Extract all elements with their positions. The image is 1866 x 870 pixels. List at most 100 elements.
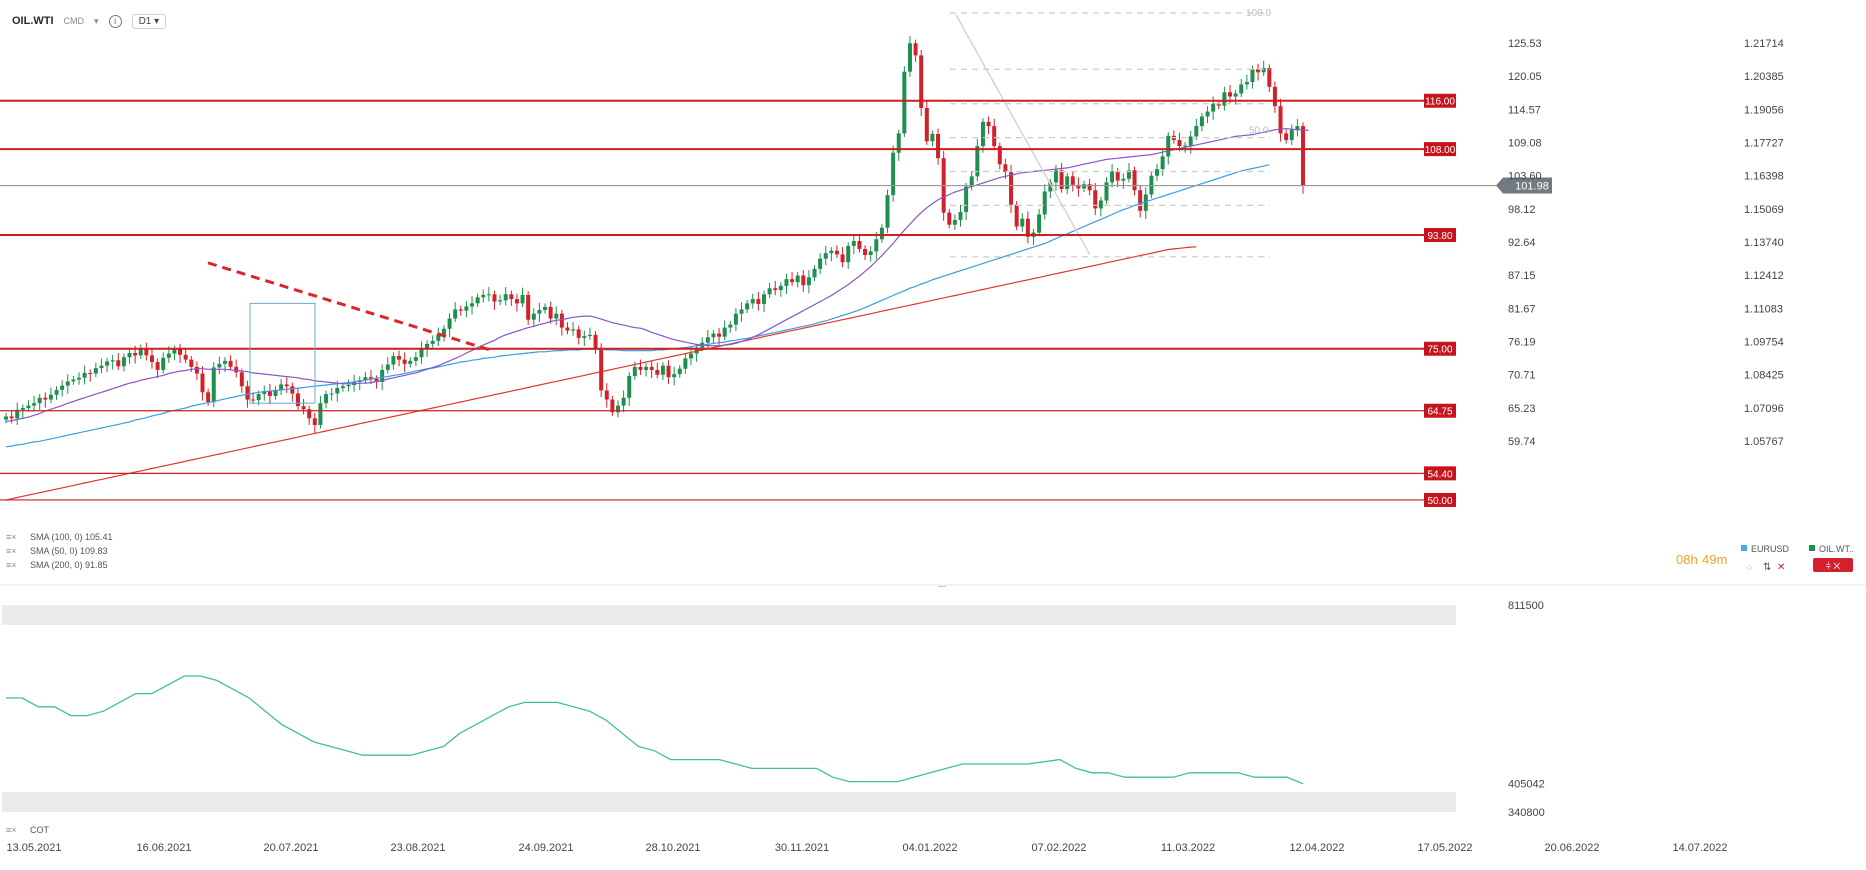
- candle-body: [593, 334, 598, 349]
- indicator-menu-icon: ≡×: [6, 546, 17, 556]
- candle-body: [37, 397, 42, 404]
- candle-body: [565, 327, 570, 331]
- x-tick-label: 14.07.2022: [1672, 842, 1727, 854]
- range-box[interactable]: [249, 302, 316, 404]
- candle-body: [391, 355, 396, 365]
- candle-body: [1205, 111, 1210, 117]
- candle-body: [952, 219, 957, 225]
- chart-header: OIL.WTI CMD ▾ i D1 ▾: [12, 10, 167, 32]
- candle-body: [649, 366, 654, 370]
- candle-body: [481, 294, 486, 298]
- candle-body: [711, 333, 716, 338]
- candle-body: [374, 378, 379, 383]
- level-badge-label: 75.00: [1427, 345, 1452, 356]
- x-tick-label: 23.08.2021: [390, 842, 445, 854]
- candle-body: [346, 385, 351, 387]
- candle-body: [301, 406, 306, 410]
- candle-body: [43, 397, 48, 400]
- info-icon[interactable]: i: [108, 14, 122, 28]
- candle-body: [413, 357, 418, 361]
- candle-body: [88, 372, 93, 374]
- candle-body: [397, 355, 402, 360]
- remove-button[interactable]: [1813, 558, 1853, 572]
- candle-body: [183, 354, 188, 360]
- candle-body: [666, 365, 671, 378]
- candle-body: [795, 275, 800, 283]
- countdown-hours: 08h: [1676, 552, 1698, 567]
- fib-label-100: 100.0: [1246, 8, 1271, 19]
- candle-body: [172, 349, 177, 354]
- candle-body: [1183, 145, 1188, 147]
- candle-body: [756, 299, 761, 304]
- y-tick-secondary-label: 1.08425: [1744, 370, 1784, 382]
- symbol-label[interactable]: OIL.WTI: [12, 15, 54, 27]
- candle-body: [582, 336, 587, 338]
- candle-body: [1199, 116, 1204, 127]
- chevron-down-icon[interactable]: ▾: [94, 15, 99, 26]
- candle-body: [644, 366, 649, 370]
- candle-body: [980, 121, 985, 147]
- x-tick-label: 11.03.2022: [1161, 842, 1215, 854]
- candle-body: [812, 268, 817, 278]
- indicator-menu-icon: ≡×: [6, 560, 17, 570]
- y-tick-secondary-label: 1.21714: [1744, 38, 1784, 50]
- oil-legend-label: OIL.WT..: [1819, 544, 1854, 554]
- candle-body: [1250, 69, 1255, 82]
- candle-body: [166, 353, 171, 358]
- y-tick-label: 81.67: [1508, 303, 1536, 315]
- candle-body: [290, 386, 295, 394]
- fib-trend-line: [955, 14, 1091, 256]
- candle-body: [559, 313, 564, 328]
- sma50-line: [5, 127, 1309, 422]
- y-tick-label: 65.23: [1508, 403, 1536, 415]
- candle-body: [1003, 164, 1008, 173]
- candle-body: [806, 277, 811, 286]
- candle-body: [447, 318, 452, 329]
- candle-body: [885, 195, 890, 228]
- y-tick-secondary-label: 1.17727: [1744, 138, 1784, 150]
- y-tick-label: 87.15: [1508, 270, 1536, 282]
- current-price-badge: [1496, 177, 1552, 194]
- candle-body: [1121, 178, 1126, 181]
- timeframe-value: D1: [138, 15, 152, 27]
- close-icon: ✕: [1777, 562, 1785, 573]
- y-tick-label: 125.53: [1508, 38, 1542, 50]
- x-tick-label: 24.09.2021: [518, 842, 573, 854]
- candle-body: [818, 258, 823, 269]
- candle-body: [1053, 170, 1058, 183]
- candle-body: [161, 357, 166, 370]
- candle-body: [874, 239, 879, 252]
- cot-band-top: [2, 605, 1456, 625]
- candle-body: [986, 121, 991, 127]
- level-badge: [1424, 228, 1456, 243]
- candle-body: [1272, 86, 1277, 107]
- y-tick-label: 103.60: [1508, 171, 1542, 183]
- y-tick-label: 114.57: [1508, 104, 1541, 116]
- cot-band-bottom: [2, 792, 1456, 812]
- candle-body: [9, 416, 14, 419]
- candle-body: [840, 254, 845, 263]
- candle-body: [739, 309, 744, 314]
- timeframe-select[interactable]: D1 ▾: [131, 13, 167, 29]
- cot-tick-label: 405042: [1508, 779, 1545, 791]
- candle-body: [340, 386, 345, 389]
- candle-body: [60, 385, 65, 390]
- trend-line-dashed[interactable]: [207, 261, 493, 352]
- candle-body: [599, 348, 604, 391]
- candle-body: [284, 384, 289, 387]
- level-badge-label: 54.40: [1427, 469, 1452, 480]
- level-badge: [1424, 403, 1456, 418]
- cot-tick-label: 811500: [1508, 600, 1544, 612]
- candle-body: [245, 386, 250, 400]
- candle-body: [677, 368, 682, 375]
- remove-button-icon: ⫩ ✕: [1826, 561, 1841, 571]
- candle-body: [1082, 184, 1087, 189]
- candle-body: [936, 134, 941, 159]
- oil-legend-swatch: [1809, 545, 1815, 551]
- candle-body: [632, 366, 637, 376]
- candle-body: [475, 297, 480, 304]
- candle-body: [312, 418, 317, 425]
- candle-body: [82, 372, 87, 378]
- y-tick-label: 59.74: [1508, 436, 1536, 448]
